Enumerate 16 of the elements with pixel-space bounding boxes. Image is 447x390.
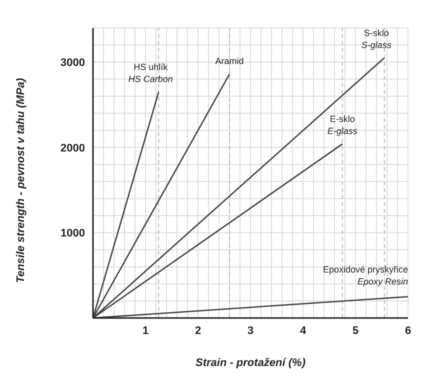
y-tick-label: 1000 xyxy=(60,228,85,240)
series-label: Aramid xyxy=(215,56,244,66)
y-axis-title: Tensile strength - pevnost v tahu (MPa) xyxy=(14,78,27,283)
y-tick-label: 2000 xyxy=(60,142,85,154)
y-tick-label: 3000 xyxy=(60,57,85,70)
x-tick-label: 1 xyxy=(142,324,149,337)
x-tick-label: 6 xyxy=(404,324,412,337)
x-tick-label: 2 xyxy=(194,324,202,337)
series-label: Epoxidové pryskyřice Epoxy Resin xyxy=(322,264,408,287)
x-tick-label: 5 xyxy=(352,324,359,337)
series-label: HS uhlík HS Carbon xyxy=(128,62,173,84)
series-label: S-sklo S-glass xyxy=(361,28,392,50)
x-tick-label: 4 xyxy=(300,324,307,337)
series-label: E-sklo E-glass xyxy=(327,114,358,136)
x-axis-title: Strain - protažení (%) xyxy=(195,357,306,369)
x-tick-label: 3 xyxy=(247,324,254,337)
